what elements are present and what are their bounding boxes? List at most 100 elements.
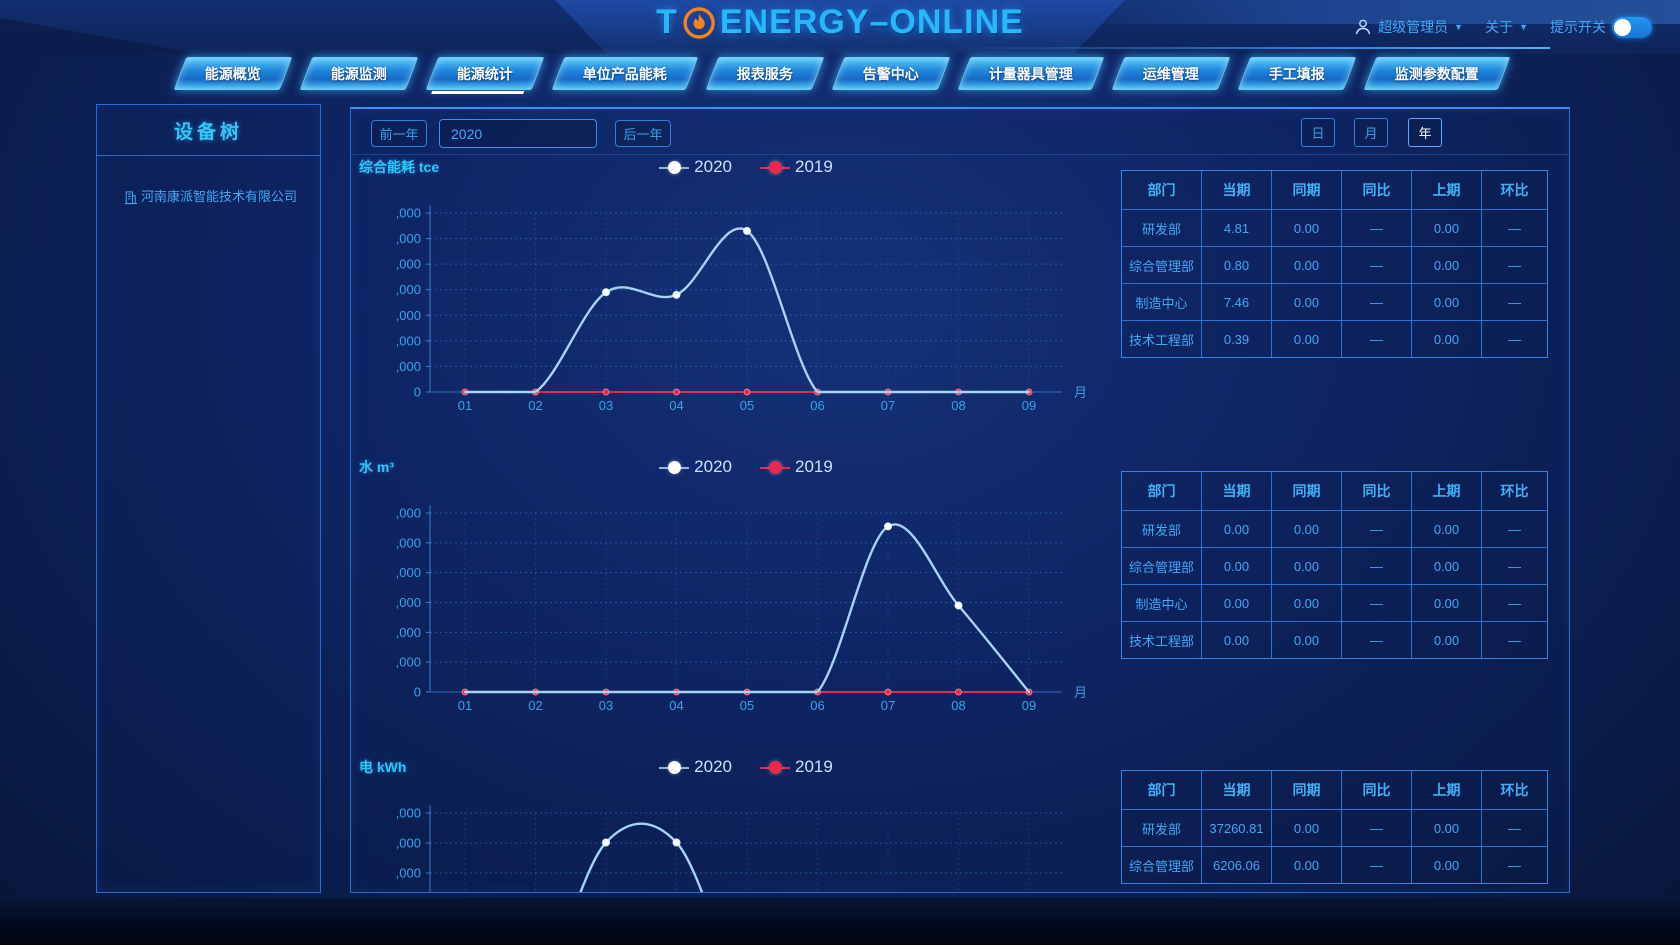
tab-label: 能源监测: [331, 65, 387, 82]
svg-text:月: 月: [1074, 385, 1087, 400]
about-label: 关于: [1485, 19, 1514, 35]
svg-text:120,000: 120,000: [396, 866, 421, 881]
tree-item-company[interactable]: 河南康派智能技术有限公司: [123, 186, 320, 205]
tab-告警中心[interactable]: 告警中心: [831, 57, 951, 90]
chevron-down-icon: ▼: [1519, 22, 1528, 32]
table-header-cell: 同比: [1342, 171, 1412, 209]
tab-label: 能源概览: [205, 65, 261, 82]
tree-item-label: 河南康派智能技术有限公司: [141, 189, 298, 204]
next-year-button[interactable]: 后一年: [615, 120, 671, 147]
period-button-年[interactable]: 年: [1408, 118, 1442, 147]
table-cell: 0.00: [1272, 510, 1342, 547]
table-header-cell: 当期: [1202, 171, 1272, 209]
footer-strip: [0, 898, 1680, 945]
year-input[interactable]: [439, 119, 597, 148]
tip-switch-group: 提示开关: [1550, 16, 1652, 38]
table-cell: 6206.06: [1202, 846, 1272, 883]
legend-item-2019[interactable]: 2019: [760, 456, 833, 478]
svg-text:07: 07: [881, 398, 895, 413]
svg-text:月: 月: [1074, 685, 1087, 700]
user-menu[interactable]: 超级管理员 ▼: [1354, 17, 1463, 37]
svg-text:05: 05: [740, 698, 754, 713]
legend-item-2020[interactable]: 2020: [659, 156, 732, 178]
table-header-cell: 当期: [1202, 472, 1272, 510]
tab-计量器具管理[interactable]: 计量器具管理: [957, 57, 1105, 90]
chart-legend: 2020 2019: [396, 756, 1096, 778]
top-header: T ENERGY–ONLINE 超级管理员 ▼ 关于 ▼ 提示开关: [0, 0, 1680, 54]
building-icon: [124, 191, 138, 205]
table-cell: 37260.81: [1202, 809, 1272, 846]
svg-text:10,000: 10,000: [396, 535, 421, 550]
chart-canvas: 030,00060,00090,000120,000150,000180,000…: [374, 805, 1062, 892]
svg-text:09: 09: [1022, 698, 1036, 713]
main-panel: 前一年 后一年 日月年 综合能耗 tce 水 m³ 电 kWh 20202019…: [350, 107, 1570, 893]
svg-text:4,000: 4,000: [396, 625, 421, 640]
tip-toggle[interactable]: [1612, 16, 1652, 38]
tab-单位产品能耗[interactable]: 单位产品能耗: [551, 57, 699, 90]
prev-year-button[interactable]: 前一年: [371, 120, 427, 147]
table-cell: 0.00: [1272, 320, 1342, 357]
logo-suffix: ENERGY–ONLINE: [719, 3, 1024, 41]
header-decor-right: [1060, 0, 1680, 24]
table-cell: —: [1342, 584, 1412, 621]
table-header-cell: 上期: [1412, 171, 1482, 209]
tab-能源统计[interactable]: 能源统计: [425, 57, 545, 90]
tab-运维管理[interactable]: 运维管理: [1111, 57, 1231, 90]
table-cell: 0.00: [1412, 320, 1482, 357]
legend-marker: [760, 160, 790, 174]
chart-title-water: 水 m³: [359, 459, 394, 475]
tab-报表服务[interactable]: 报表服务: [705, 57, 825, 90]
table-row: 制造中心 7.46 0.00—0.00—: [1122, 283, 1547, 320]
legend-item-2019[interactable]: 2019: [760, 756, 833, 778]
table-cell: —: [1342, 246, 1412, 283]
table-row: 技术工程部 0.39 0.00—0.00—: [1122, 320, 1547, 357]
period-button-日[interactable]: 日: [1301, 118, 1335, 147]
tab-能源监测[interactable]: 能源监测: [299, 57, 419, 90]
device-tree-title: 设备树: [97, 105, 320, 156]
legend-item-2020[interactable]: 2020: [659, 456, 732, 478]
table-cell: 研发部: [1122, 510, 1202, 547]
tab-能源概览[interactable]: 能源概览: [173, 57, 293, 90]
chart-title-power: 电 kWh: [359, 759, 407, 775]
table-cell: —: [1342, 547, 1412, 584]
table-cell: 0.00: [1272, 209, 1342, 246]
legend-marker: [659, 760, 690, 774]
table-cell: 技术工程部: [1122, 320, 1202, 357]
svg-text:02: 02: [528, 698, 542, 713]
svg-text:350,000: 350,000: [396, 206, 421, 221]
tab-监测参数配置[interactable]: 监测参数配置: [1363, 57, 1511, 90]
table-header-cell: 部门: [1122, 771, 1202, 809]
legend-label: 2020: [694, 157, 732, 176]
department-table-energy: 部门 当期 同期 同比 上期 环比 研发部 4.81 0.00—0.00— 综合管理部 0.80 0.…: [1121, 170, 1548, 358]
legend-marker: [760, 760, 790, 774]
legend-marker: [659, 160, 690, 174]
svg-text:180,000: 180,000: [396, 806, 421, 821]
legend-item-2019[interactable]: 2019: [760, 156, 833, 178]
legend-item-2020[interactable]: 2020: [659, 756, 732, 778]
table-cell: 0.80: [1202, 246, 1272, 283]
table-cell: —: [1342, 809, 1412, 846]
tab-手工填报[interactable]: 手工填报: [1237, 57, 1357, 90]
table-cell: —: [1482, 510, 1547, 547]
tab-label: 监测参数配置: [1395, 65, 1479, 82]
svg-text:08: 08: [951, 398, 965, 413]
table-row: 研发部 37260.81 0.00—0.00—: [1122, 809, 1547, 846]
legend-label: 2020: [694, 457, 732, 476]
period-button-月[interactable]: 月: [1354, 118, 1388, 147]
table-cell: —: [1342, 283, 1412, 320]
table-header-cell: 部门: [1122, 472, 1202, 510]
svg-text:07: 07: [881, 698, 895, 713]
svg-text:02: 02: [528, 398, 542, 413]
chart-legend: 2020 2019: [396, 456, 1096, 478]
table-row: 综合管理部 6206.06 0.00—0.00—: [1122, 846, 1547, 883]
table-row: 研发部 0.00 0.00—0.00—: [1122, 510, 1547, 547]
table-cell: 0.00: [1202, 510, 1272, 547]
about-menu[interactable]: 关于 ▼: [1485, 17, 1528, 37]
table-cell: 研发部: [1122, 809, 1202, 846]
chart-canvas: 0 2,000 4,000 6,000 8,000 10,000 12,000 01 02 03 0…: [381, 505, 1087, 713]
tab-label: 手工填报: [1269, 65, 1325, 82]
table-header-cell: 同期: [1272, 171, 1342, 209]
line-chart-power: 030,00060,00090,000120,000150,000180,000…: [374, 797, 1096, 892]
table-cell: 0.00: [1272, 584, 1342, 621]
chevron-down-icon: ▼: [1454, 22, 1464, 32]
